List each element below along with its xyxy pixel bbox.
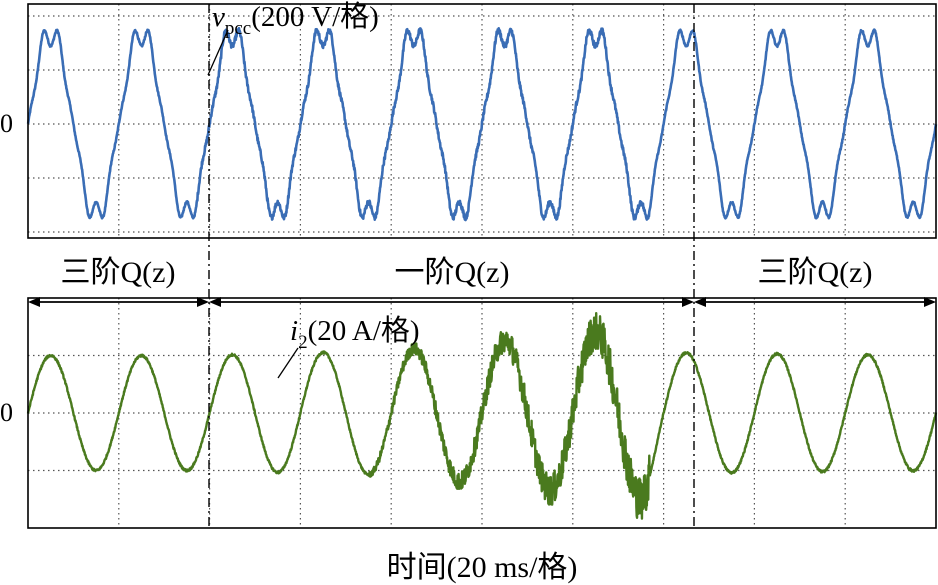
vpcc-subscript: pcc — [225, 18, 251, 39]
i2-panel-frame — [27, 297, 937, 529]
segment-arrows — [28, 297, 936, 307]
i2-symbol: i — [290, 315, 298, 347]
arrowhead-right-1 — [197, 297, 209, 307]
vpcc-annotation: vpcc(200 V/格) — [212, 0, 379, 39]
vpcc-scale: (200 V/格) — [251, 0, 379, 33]
i2-scale: (20 A/格) — [308, 314, 420, 347]
i2-zero-label: 0 — [0, 398, 13, 427]
vpcc-symbol: v — [212, 1, 225, 33]
segment-label-3: 三阶Q(z) — [758, 256, 873, 289]
arrowhead-right-2 — [682, 297, 694, 307]
x-axis-label: 时间(20 ms/格) — [387, 551, 578, 584]
arrowhead-left-3 — [694, 297, 706, 307]
vpcc-waveform — [26, 26, 938, 222]
i2-leader-line — [277, 347, 299, 379]
vpcc-leader-line — [207, 29, 229, 76]
i2-annotation: i2(20 A/格) — [290, 314, 420, 353]
i2-panel: 0 — [0, 297, 938, 529]
vpcc-panel: 0 — [0, 3, 938, 239]
vpcc-panel-frame — [27, 3, 937, 239]
vpcc-zero-label: 0 — [0, 109, 13, 138]
segment-label-1: 三阶Q(z) — [61, 256, 176, 289]
arrowhead-right-3 — [924, 297, 936, 307]
i2-waveform — [26, 311, 938, 520]
arrowhead-left-2 — [209, 297, 221, 307]
arrowhead-left-1 — [28, 297, 40, 307]
i2-subscript: 2 — [298, 332, 308, 353]
vpcc-grid — [28, 4, 936, 238]
segment-label-2: 一阶Q(z) — [395, 256, 510, 289]
